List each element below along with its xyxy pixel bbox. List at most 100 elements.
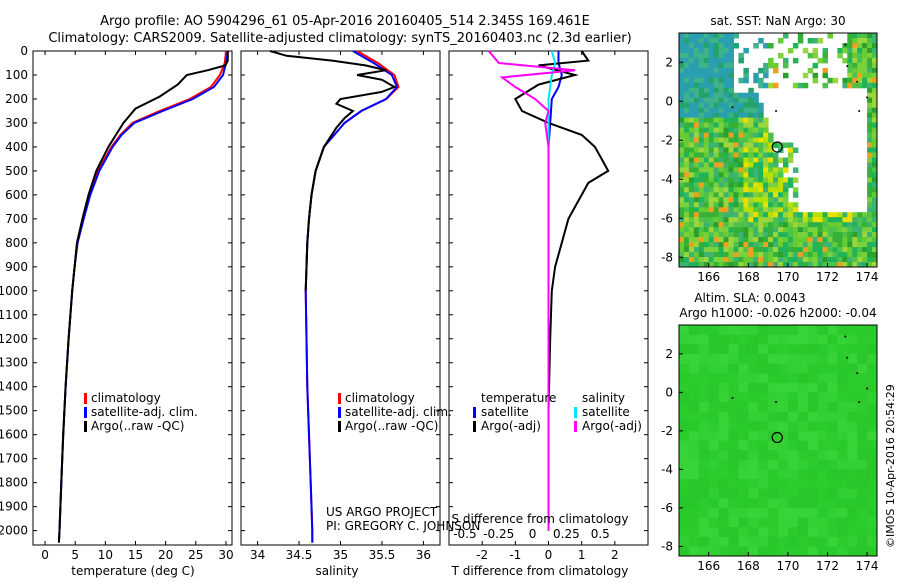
sla-cell (837, 469, 848, 480)
sla-cell (698, 469, 710, 480)
sst-cell (872, 167, 878, 173)
sst-cell (787, 242, 794, 248)
sst-cell (738, 127, 744, 134)
sst-cell (797, 257, 804, 263)
sla-cell (787, 392, 799, 403)
sla-cell (768, 507, 779, 518)
sla-cell (837, 488, 848, 499)
sst-cell (753, 187, 759, 193)
sst-cell (748, 132, 754, 139)
sst-cell (703, 217, 710, 223)
sst-cell (842, 82, 848, 89)
sst-cell (847, 33, 853, 39)
sst-cell (733, 167, 739, 173)
sst-cell (679, 107, 685, 114)
sst-cell (862, 242, 868, 248)
sst-cell (728, 77, 734, 84)
sst-cell (708, 67, 715, 74)
sst-cell (738, 132, 744, 139)
sst-cell (778, 182, 784, 188)
sst-cell (733, 177, 739, 183)
sst-cell (703, 67, 710, 74)
sst-cell (688, 33, 695, 39)
sst-cell (708, 97, 715, 104)
sst-cell (733, 157, 739, 163)
sst-cell (787, 252, 794, 258)
sst-cell (718, 137, 725, 144)
sla-cell (778, 363, 789, 374)
sla-cell (817, 325, 828, 336)
sst-cell (832, 232, 838, 238)
sst-cell (718, 52, 725, 59)
sst-cell (763, 187, 769, 193)
sst-cell (763, 152, 769, 158)
legend-label-sal-argo: Argo(-adj) (582, 419, 642, 433)
sst-cell (758, 112, 764, 119)
sst-cell (783, 202, 789, 208)
sst-cell (733, 152, 739, 158)
sla-cell (867, 430, 878, 441)
sla-cell (728, 507, 739, 518)
sla-cell (857, 344, 868, 355)
sla-cell (807, 402, 819, 413)
sla-cell (817, 536, 828, 547)
x-tick-top-label: 0.25 (553, 527, 580, 541)
sst-cell (698, 122, 705, 129)
sst-cell (872, 77, 878, 84)
sla-cell (738, 373, 749, 384)
sst-cell (708, 47, 715, 54)
sst-cell (679, 167, 685, 173)
sst-cell (708, 187, 715, 193)
sst-cell (857, 217, 863, 223)
temperature-panel (32, 50, 233, 546)
sst-cell (867, 87, 873, 94)
sst-cell (723, 242, 729, 248)
sst-cell (847, 247, 853, 253)
sst-cell (693, 77, 700, 84)
sst-cell (708, 242, 715, 248)
sst-cell (872, 242, 878, 248)
x-tick-label: 2 (611, 548, 619, 562)
sst-cell (743, 137, 749, 144)
sst-cell (738, 122, 744, 129)
sst-cell (852, 57, 858, 64)
sst-cell (718, 217, 725, 223)
sst-cell (862, 43, 868, 49)
sst-cell (797, 237, 804, 243)
sst-cell (753, 197, 759, 203)
legend-swatch-sal-argo (574, 421, 577, 432)
sla-cell (797, 392, 809, 403)
sst-cell (738, 112, 744, 119)
sst-cell (773, 162, 779, 168)
sst-cell (733, 237, 739, 243)
sst-cell (679, 212, 685, 218)
sst-cell (728, 127, 734, 134)
sst-cell (842, 222, 848, 228)
sla-cell (837, 363, 848, 374)
sst-cell (708, 177, 715, 183)
sla-cell (817, 527, 828, 538)
sst-cell (728, 97, 734, 104)
sla-cell (867, 488, 878, 499)
sst-cell (832, 257, 838, 263)
sla-cell (718, 392, 729, 403)
sla-cell (748, 325, 759, 336)
x-tick-label: 34.5 (286, 548, 313, 562)
sst-cell (693, 262, 700, 268)
sla-cell (698, 344, 710, 355)
sla-cell (837, 527, 848, 538)
depth-tick-label: 1600 (0, 428, 28, 442)
sst-cell (723, 92, 729, 99)
sst-cell (812, 257, 819, 263)
sst-cell (872, 202, 878, 208)
sst-cell (787, 207, 794, 213)
sst-cell (698, 152, 705, 158)
sst-cell (862, 67, 868, 74)
sst-cell (688, 107, 695, 114)
sst-cell (802, 212, 809, 218)
sla-cell (787, 353, 799, 364)
sla-cell (778, 459, 789, 470)
sst-cell (783, 247, 789, 253)
sla-cell (847, 334, 858, 345)
sst-cell (708, 172, 715, 178)
